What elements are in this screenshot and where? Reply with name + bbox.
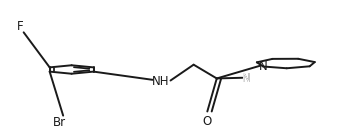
Text: NH: NH [152,75,170,88]
Text: N: N [241,72,250,85]
Text: N: N [259,60,267,73]
Text: Br: Br [53,116,66,129]
Text: F: F [17,20,24,33]
Text: N: N [241,72,250,85]
Text: O: O [203,115,212,128]
